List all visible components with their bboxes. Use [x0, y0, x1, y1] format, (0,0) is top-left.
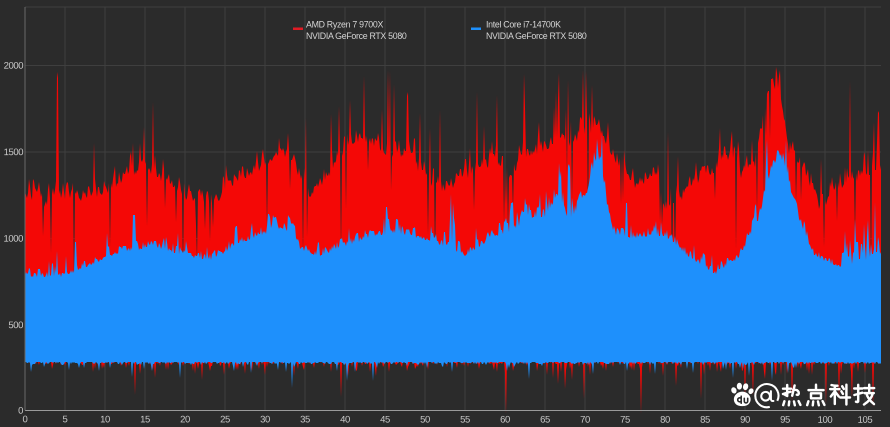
svg-text:20: 20 — [180, 414, 190, 425]
svg-text:70: 70 — [580, 415, 590, 426]
svg-text:35: 35 — [300, 414, 310, 425]
svg-text:NVIDIA GeForce RTX 5080: NVIDIA GeForce RTX 5080 — [306, 31, 407, 41]
svg-text:25: 25 — [220, 414, 230, 425]
svg-text:90: 90 — [740, 415, 750, 426]
svg-text:15: 15 — [140, 414, 150, 425]
svg-text:50: 50 — [420, 414, 430, 425]
svg-text:AMD Ryzen 7 9700X: AMD Ryzen 7 9700X — [306, 20, 383, 30]
svg-text:0: 0 — [23, 414, 28, 425]
svg-text:45: 45 — [380, 414, 390, 425]
svg-text:10: 10 — [100, 414, 110, 425]
svg-text:60: 60 — [500, 415, 510, 426]
svg-text:40: 40 — [340, 414, 350, 425]
svg-text:0: 0 — [18, 406, 23, 417]
svg-text:75: 75 — [620, 415, 630, 426]
svg-text:100: 100 — [818, 415, 833, 426]
svg-text:NVIDIA GeForce RTX 5080: NVIDIA GeForce RTX 5080 — [486, 31, 587, 41]
svg-text:2000: 2000 — [4, 61, 24, 72]
svg-text:1000: 1000 — [4, 234, 24, 245]
svg-text:95: 95 — [780, 415, 790, 426]
svg-text:1500: 1500 — [4, 147, 24, 158]
svg-text:65: 65 — [540, 415, 550, 426]
svg-text:55: 55 — [460, 415, 470, 426]
svg-text:5: 5 — [63, 414, 68, 425]
svg-text:105: 105 — [858, 415, 873, 426]
svg-text:500: 500 — [8, 320, 23, 331]
svg-text:30: 30 — [260, 414, 270, 425]
svg-text:80: 80 — [660, 415, 670, 426]
svg-text:85: 85 — [700, 415, 710, 426]
svg-text:Intel Core i7-14700K: Intel Core i7-14700K — [486, 20, 561, 30]
